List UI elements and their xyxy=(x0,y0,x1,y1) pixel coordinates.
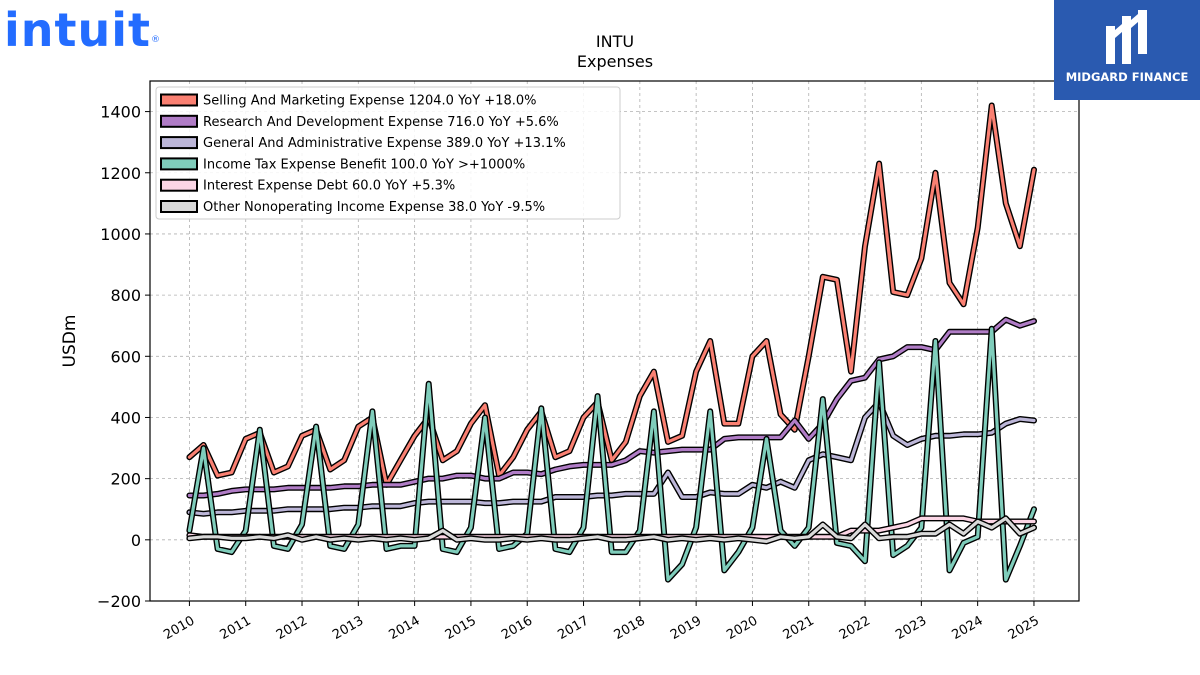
series-line-1 xyxy=(187,318,1036,498)
legend-entry-label: Selling And Marketing Expense 1204.0 YoY… xyxy=(203,94,537,109)
series-layer xyxy=(186,102,1037,583)
legend-swatch xyxy=(160,93,198,107)
legend-swatch xyxy=(160,200,198,213)
y-tick-label: 800 xyxy=(110,286,141,305)
x-tick-label: 2013 xyxy=(330,613,366,643)
y-tick-label: 400 xyxy=(110,408,141,427)
chart-subtitle: Expenses xyxy=(576,52,654,71)
y-tick-label: 0 xyxy=(131,531,141,550)
x-tick-label: 2017 xyxy=(555,613,591,643)
intuit-logo: intuit® xyxy=(4,2,161,68)
chart-title: INTU xyxy=(595,32,635,51)
legend-swatch xyxy=(160,136,198,150)
x-tick-label: 2023 xyxy=(893,613,929,643)
series-line-5 xyxy=(187,516,1036,544)
x-tick-label: 2010 xyxy=(161,613,197,643)
x-tick-label: 2012 xyxy=(274,613,310,643)
y-axis: −200 0 200 400 600 800 1000 1200 1400 xyxy=(97,103,150,611)
x-tick-label: 2014 xyxy=(386,613,422,643)
x-tick-label: 2019 xyxy=(668,613,704,643)
y-axis-label: USDm xyxy=(60,315,80,368)
legend-swatch xyxy=(160,157,198,171)
legend-swatch xyxy=(160,114,198,128)
x-tick-label: 2016 xyxy=(499,613,535,643)
midgard-finance-logo: MIDGARD FINANCE xyxy=(1054,0,1200,100)
x-tick-label: 2011 xyxy=(218,613,254,643)
y-tick-label: 1000 xyxy=(100,225,141,244)
legend-entry-label: Other Nonoperating Income Expense 38.0 Y… xyxy=(203,200,545,215)
midgard-finance-text: MIDGARD FINANCE xyxy=(1065,70,1189,84)
legend-entry-label: Income Tax Expense Benefit 100.0 YoY >+1… xyxy=(203,157,525,172)
legend-entry-label: Research And Development Expense 716.0 Y… xyxy=(203,115,559,130)
legend: Selling And Marketing Expense 1204.0 YoY… xyxy=(155,86,621,220)
plot-frame xyxy=(149,80,1080,602)
series-line-0 xyxy=(187,103,1036,487)
intuit-logo-text: intuit xyxy=(4,3,152,57)
x-axis: 2010 2011 2012 2013 2014 2015 2016 2017 2018 2019… xyxy=(161,601,1042,643)
legend-swatch xyxy=(160,178,198,192)
x-tick-label: 2024 xyxy=(949,613,985,643)
intuit-logo-mark: ® xyxy=(151,35,162,45)
y-tick-label: 1400 xyxy=(100,103,141,122)
x-tick-label: 2022 xyxy=(837,613,873,643)
series-line-2 xyxy=(187,400,1036,516)
x-tick-label: 2015 xyxy=(443,613,479,643)
y-tick-label: 200 xyxy=(110,470,141,489)
y-tick-label: −200 xyxy=(97,592,141,611)
x-tick-label: 2025 xyxy=(1006,613,1042,643)
y-tick-label: 600 xyxy=(110,347,141,366)
midgard-emblem-icon xyxy=(1106,10,1147,64)
x-tick-label: 2021 xyxy=(781,613,817,643)
y-tick-label: 1200 xyxy=(100,164,141,183)
series-line-3 xyxy=(187,327,1036,582)
x-tick-label: 2018 xyxy=(612,613,648,643)
x-tick-label: 2020 xyxy=(724,613,760,643)
legend-entry-label: General And Administrative Expense 389.0… xyxy=(203,136,566,151)
legend-entry-label: Interest Expense Debt 60.0 YoY +5.3% xyxy=(203,179,455,194)
legend-frame xyxy=(155,86,621,220)
